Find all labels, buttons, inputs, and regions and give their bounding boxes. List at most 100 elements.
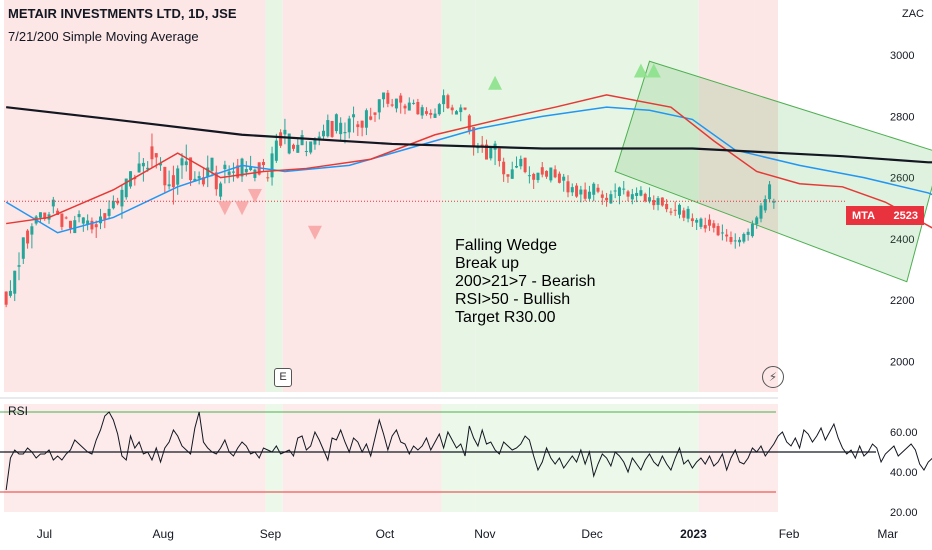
- badge-symbol: MTA: [852, 209, 876, 222]
- candle-body: [690, 218, 694, 222]
- candle-body: [111, 200, 115, 209]
- candle-body: [489, 146, 493, 159]
- candle-body: [60, 213, 64, 227]
- candle-body: [587, 191, 591, 199]
- candle-body: [729, 237, 733, 242]
- candle-body: [129, 171, 133, 187]
- trend-zone: [4, 0, 266, 392]
- sell-signal-marker: [217, 201, 232, 216]
- candle-body: [103, 213, 107, 220]
- candle-body: [141, 162, 145, 167]
- candle-body: [738, 239, 742, 243]
- candle-body: [639, 190, 643, 196]
- bolt-icon[interactable]: ⚡: [762, 366, 784, 388]
- candle-body: [433, 113, 437, 118]
- candle-body: [296, 144, 300, 153]
- candle-body: [360, 120, 364, 128]
- candle-body: [77, 214, 81, 218]
- candle-body: [137, 163, 141, 173]
- candle-body: [201, 177, 205, 185]
- candle-body: [755, 217, 759, 225]
- price-tick-label: 2400: [890, 234, 914, 246]
- candle-body: [566, 181, 570, 193]
- candle-body: [437, 104, 441, 115]
- candle-body: [56, 210, 60, 215]
- candle-body: [613, 190, 617, 192]
- candle-body: [180, 158, 184, 166]
- candle-body: [322, 130, 326, 137]
- x-tick-label: Feb: [779, 527, 800, 541]
- trend-zone: [698, 0, 755, 392]
- candle-body: [343, 131, 347, 134]
- earnings-button[interactable]: E: [274, 368, 292, 387]
- x-tick-label: Dec: [581, 527, 602, 541]
- candle-body: [38, 212, 42, 218]
- candle-body: [309, 141, 313, 153]
- falling-wedge-channel: [614, 60, 932, 283]
- trend-zone: [265, 0, 283, 392]
- candle-body: [579, 189, 583, 195]
- candle-body: [424, 111, 428, 114]
- candle-body: [665, 203, 669, 210]
- candle-body: [236, 165, 240, 178]
- candle-body: [549, 167, 553, 181]
- candle-body: [480, 144, 484, 146]
- buy-signal-marker: [646, 63, 661, 78]
- candle-body: [708, 219, 712, 226]
- rsi-tick-label: 40.00: [890, 467, 918, 479]
- candle-body: [270, 153, 274, 178]
- candle-body: [733, 240, 737, 242]
- candle-body: [553, 169, 557, 178]
- candle-body: [313, 138, 317, 145]
- candle-body: [163, 166, 167, 186]
- candle-body: [682, 210, 686, 218]
- candle-body: [515, 165, 519, 168]
- candle-body: [416, 101, 420, 115]
- candle-body: [219, 183, 223, 197]
- candle-body: [772, 201, 776, 203]
- rsi-trend-zone: [4, 404, 266, 512]
- rsi-trend-zone: [441, 404, 476, 512]
- currency-label: ZAC: [902, 8, 924, 20]
- sma21-line: [5, 106, 932, 234]
- candle-body: [68, 220, 72, 229]
- candle-body: [759, 205, 763, 219]
- candle-body: [244, 169, 248, 173]
- candle-body: [703, 225, 707, 229]
- candle-body: [429, 113, 433, 115]
- badge-value: 2523: [893, 209, 918, 222]
- candle-body: [519, 158, 523, 167]
- sell-signal-marker: [307, 225, 322, 240]
- price-tick-label: 3000: [890, 50, 914, 62]
- candle-body: [116, 200, 120, 204]
- candle-body: [386, 92, 390, 104]
- annotation-line: Break up: [455, 255, 520, 272]
- candle-body: [326, 120, 330, 137]
- candle-body: [339, 122, 343, 135]
- candle-body: [609, 194, 613, 204]
- candle-body: [356, 124, 360, 128]
- candle-body: [545, 170, 549, 177]
- candle-body: [317, 136, 321, 139]
- candle-body: [506, 174, 510, 177]
- candle-body: [26, 230, 30, 244]
- candle-body: [154, 153, 158, 158]
- sma200-line: [6, 106, 932, 164]
- candle-body: [193, 178, 197, 182]
- candle-body: [622, 188, 626, 190]
- rsi-tick-label: 60.00: [890, 427, 918, 439]
- candle-body: [643, 193, 647, 202]
- candle-body: [536, 172, 540, 181]
- x-tick-label: Sep: [260, 527, 282, 541]
- candle-body: [575, 185, 579, 197]
- candle-body: [746, 231, 750, 235]
- candle-body: [223, 164, 227, 170]
- candle-body: [596, 187, 600, 192]
- candle-body: [249, 167, 253, 170]
- candle-body: [390, 104, 394, 106]
- candle-body: [206, 167, 210, 178]
- sell-signal-marker: [235, 201, 250, 216]
- candle-body: [13, 270, 17, 294]
- sma7-line: [6, 94, 932, 229]
- rsi-trend-zone: [265, 404, 283, 512]
